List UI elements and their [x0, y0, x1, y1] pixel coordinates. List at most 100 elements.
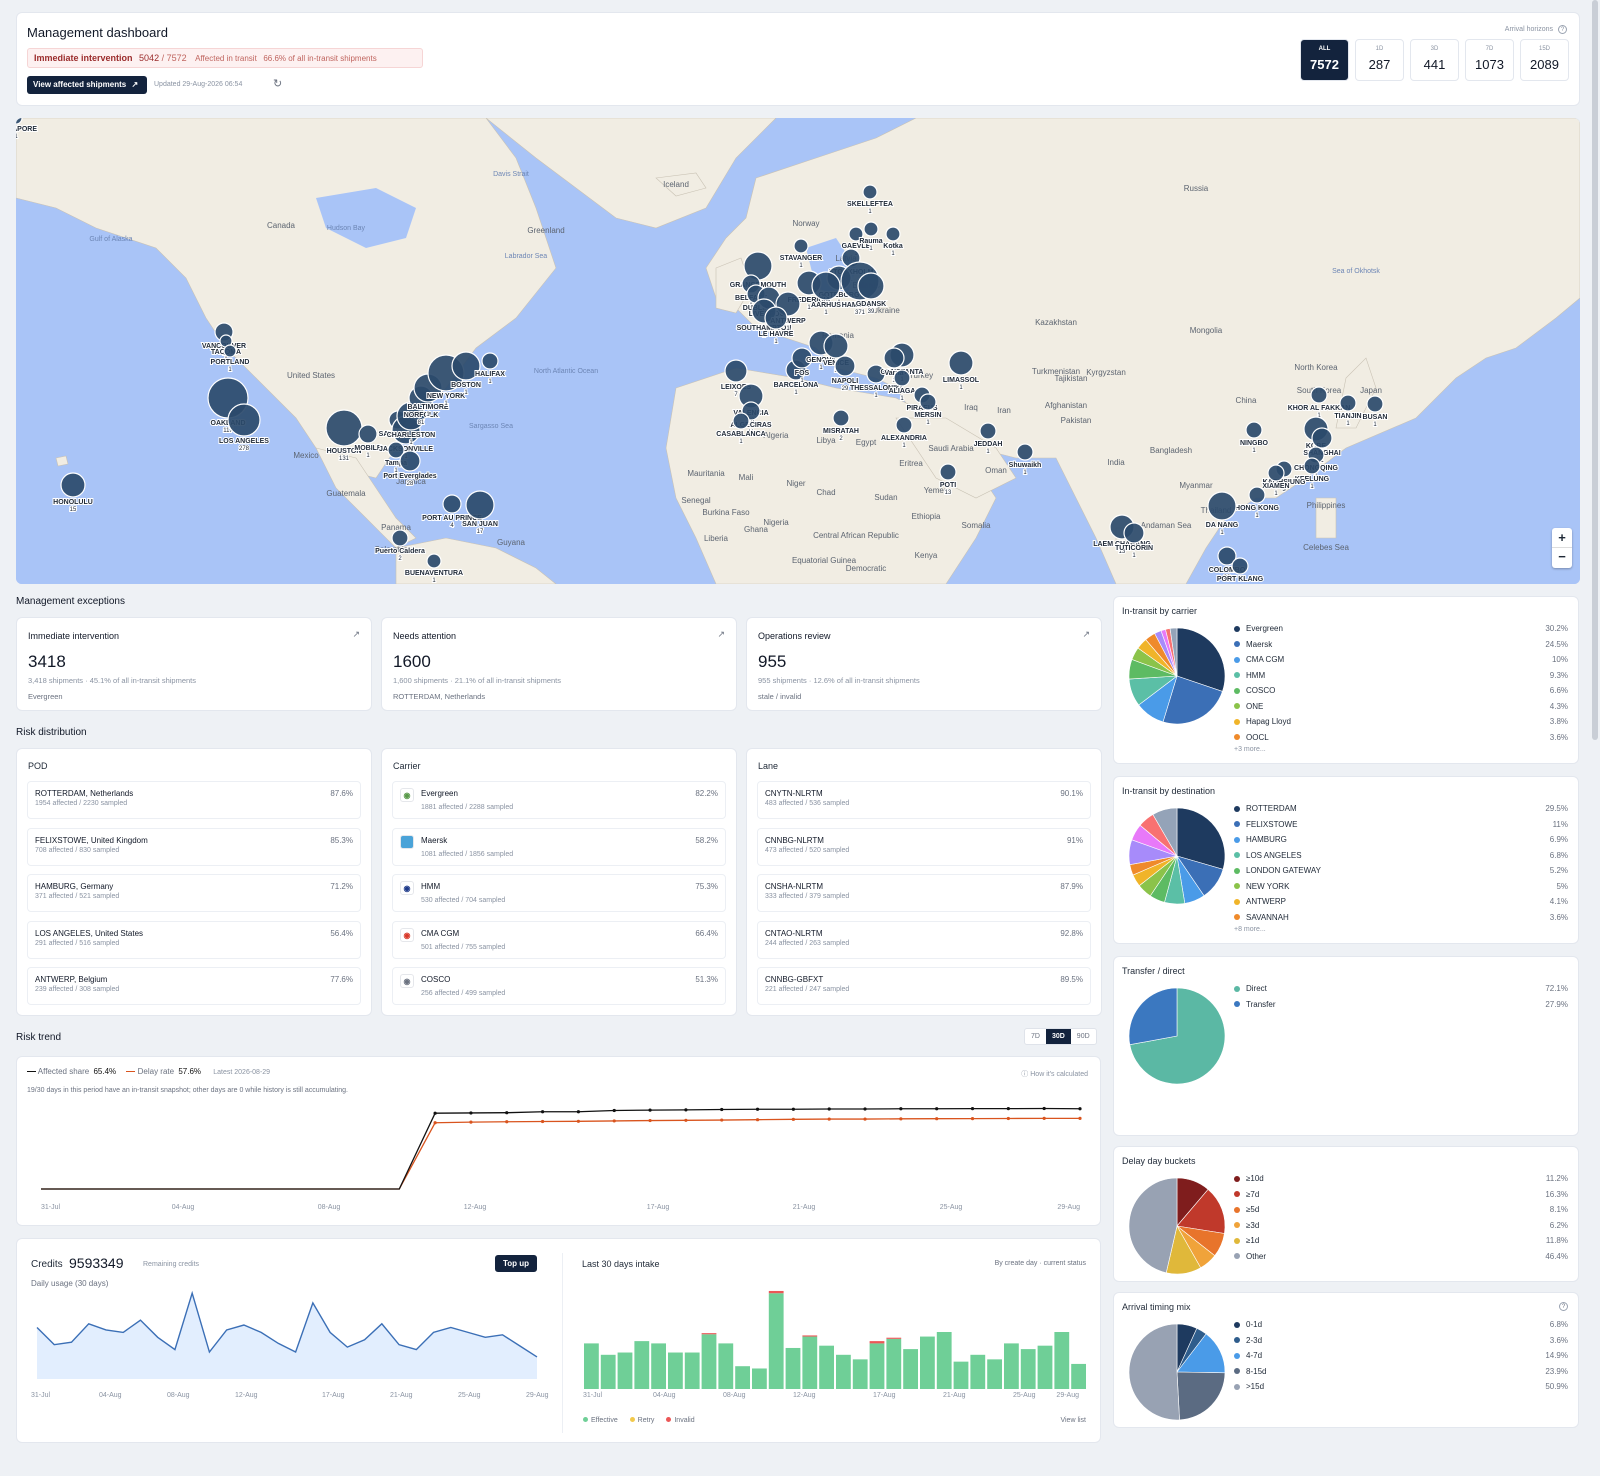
risk-item[interactable]: FELIXSTOWE, United Kingdom 708 affected /… [27, 827, 361, 866]
intake-bar-effective[interactable] [584, 1343, 599, 1389]
intake-bar-effective[interactable] [768, 1293, 784, 1389]
port-circle[interactable] [823, 333, 849, 359]
port-circle[interactable] [451, 351, 481, 381]
risk-item[interactable]: ◉ HMM 530 affected / 704 sampled 75.3% [392, 874, 726, 912]
port-circle[interactable] [764, 306, 788, 330]
risk-item[interactable]: CNTAO-NLRTM 244 affected / 263 sampled 92.… [757, 920, 1091, 959]
intake-bar-effective[interactable] [1004, 1343, 1019, 1389]
range-90d[interactable]: 90D [1076, 1033, 1090, 1040]
port-circle[interactable] [1231, 557, 1249, 575]
port-circle[interactable] [16, 118, 23, 125]
port-markers[interactable]: HONOLULU15VANCOUVER1TACOMA1PORTLAND1OAKL… [16, 118, 1388, 584]
help-icon[interactable]: ? [1558, 25, 1567, 34]
port-circle[interactable] [811, 271, 841, 301]
view-affected-button[interactable]: View affected shipments ↗ [27, 76, 147, 94]
kpi-link-icon[interactable]: ↗ [352, 629, 360, 639]
port-circle[interactable] [60, 472, 86, 498]
horizon-tab-15d[interactable]: 15D 2089 [1520, 39, 1569, 81]
kpi-card-2[interactable]: Operations review ↗ 955 955 shipments · 12.… [746, 617, 1102, 711]
top-up-button[interactable]: Top up [495, 1255, 537, 1272]
port-circle[interactable] [391, 529, 409, 547]
port-circle[interactable] [1310, 386, 1328, 404]
port-circle[interactable] [919, 393, 937, 411]
kpi-link-icon[interactable]: ↗ [717, 629, 725, 639]
port-circle[interactable] [1217, 546, 1237, 566]
intake-bar-invalid[interactable] [768, 1290, 784, 1294]
port-circle[interactable] [895, 416, 913, 434]
intake-bar-effective[interactable] [718, 1343, 734, 1389]
risk-item[interactable]: HAMBURG, Germany 371 affected / 521 sampl… [27, 874, 361, 912]
intake-bar-effective[interactable] [1071, 1363, 1086, 1389]
zoom-out-button[interactable]: − [1558, 549, 1566, 564]
port-circle[interactable] [939, 463, 957, 481]
port-circle[interactable] [1311, 427, 1333, 449]
intake-bar-effective[interactable] [617, 1352, 633, 1389]
shipments-map[interactable]: Canada United States Mexico Norway Russia Kaz… [16, 118, 1580, 584]
view-list-link[interactable]: View list [1060, 1417, 1086, 1424]
port-circle[interactable] [979, 422, 997, 440]
intake-bar-effective[interactable] [701, 1334, 717, 1389]
risk-item[interactable]: CNYTN-NLRTM 483 affected / 536 sampled 90.… [757, 781, 1091, 819]
intake-bar-effective[interactable] [651, 1343, 666, 1389]
port-circle[interactable] [948, 350, 974, 376]
intake-bar-effective[interactable] [836, 1354, 851, 1389]
port-circle[interactable] [1303, 457, 1321, 475]
port-circle[interactable] [832, 409, 850, 427]
port-circle[interactable] [866, 364, 886, 384]
intake-bar-effective[interactable] [852, 1359, 868, 1389]
help-icon[interactable]: ? [1559, 1302, 1568, 1311]
risk-item[interactable]: ROTTERDAM, Netherlands 1954 affected / 22… [27, 781, 361, 819]
port-circle[interactable] [223, 344, 237, 358]
intake-bar-effective[interactable] [1037, 1345, 1053, 1389]
risk-item[interactable]: CNNBG-NLRTM 473 affected / 520 sampled 91% [757, 827, 1091, 866]
intake-bar-effective[interactable] [684, 1352, 700, 1389]
risk-item[interactable]: ◉ COSCO 256 affected / 499 sampled 51.3% [392, 967, 726, 1005]
port-circle[interactable] [1248, 486, 1266, 504]
port-circle[interactable] [883, 347, 905, 369]
port-circle[interactable] [465, 490, 495, 520]
kpi-card-1[interactable]: Needs attention ↗ 1600 1,600 shipments · 21… [381, 617, 737, 711]
intake-bar-effective[interactable] [970, 1354, 986, 1389]
kpi-link-icon[interactable]: ↗ [1082, 629, 1090, 639]
port-circle[interactable] [862, 184, 878, 200]
intervention-alert[interactable]: Immediate intervention 5042 / 7572 Affec… [27, 48, 423, 68]
intake-bar-effective[interactable] [936, 1332, 952, 1389]
intake-bar-effective[interactable] [1020, 1349, 1036, 1389]
port-circle[interactable] [1207, 491, 1237, 521]
port-circle[interactable] [834, 355, 856, 377]
port-circle[interactable] [732, 412, 750, 430]
zoom-in-button[interactable]: + [1552, 528, 1572, 548]
intake-bar-effective[interactable] [819, 1345, 834, 1389]
port-marker[interactable]: PORT KLANG1 [1216, 557, 1265, 584]
port-circle[interactable] [387, 441, 405, 459]
port-circle[interactable] [1245, 421, 1263, 439]
